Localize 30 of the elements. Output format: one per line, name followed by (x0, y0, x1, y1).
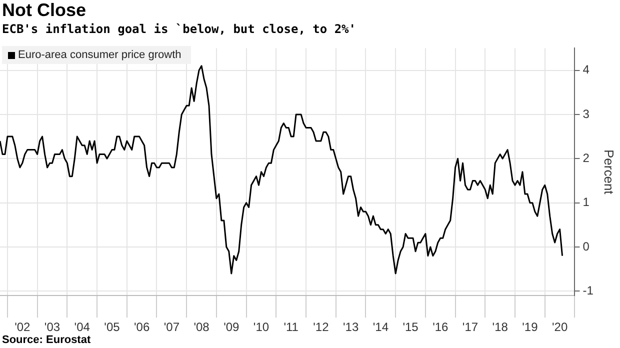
x-tick-label: '02 (14, 320, 31, 334)
x-tick-label: '10 (253, 320, 270, 334)
chart-title: Not Close (2, 0, 86, 21)
source-note: Source: Eurostat (2, 334, 91, 346)
x-tick-label: '08 (194, 320, 210, 334)
x-tick-label: '19 (522, 320, 538, 334)
y-tick-label: 2 (582, 150, 590, 165)
x-tick-label: '09 (224, 320, 240, 334)
x-tick-label: '13 (342, 320, 359, 334)
legend-label: Euro-area consumer price growth (18, 49, 182, 61)
x-tick-label: '06 (134, 320, 150, 334)
x-tick-label: '17 (462, 320, 478, 334)
y-tick-label: -1 (582, 283, 594, 298)
chart-subtitle: ECB's inflation goal is `below, but close, to 2%' (2, 22, 356, 36)
x-tick-label: '14 (372, 320, 389, 334)
x-tick-label: '12 (313, 320, 330, 334)
x-tick-label: '03 (44, 320, 60, 334)
y-tick-label: 0 (582, 239, 590, 254)
x-tick-label: '05 (104, 320, 120, 334)
y-tick-label: 3 (582, 106, 590, 121)
x-tick-label: '20 (552, 320, 568, 334)
x-tick-label: '16 (432, 320, 449, 334)
y-axis-title: Percent (602, 149, 617, 195)
x-tick-label: '07 (164, 320, 180, 334)
y-tick-label: 1 (582, 195, 590, 210)
x-tick-label: '18 (492, 320, 508, 334)
x-tick-label: '11 (284, 320, 299, 334)
y-tick-label: 4 (582, 62, 590, 77)
x-tick-label: '04 (74, 320, 90, 334)
x-tick-label: '15 (402, 320, 419, 334)
